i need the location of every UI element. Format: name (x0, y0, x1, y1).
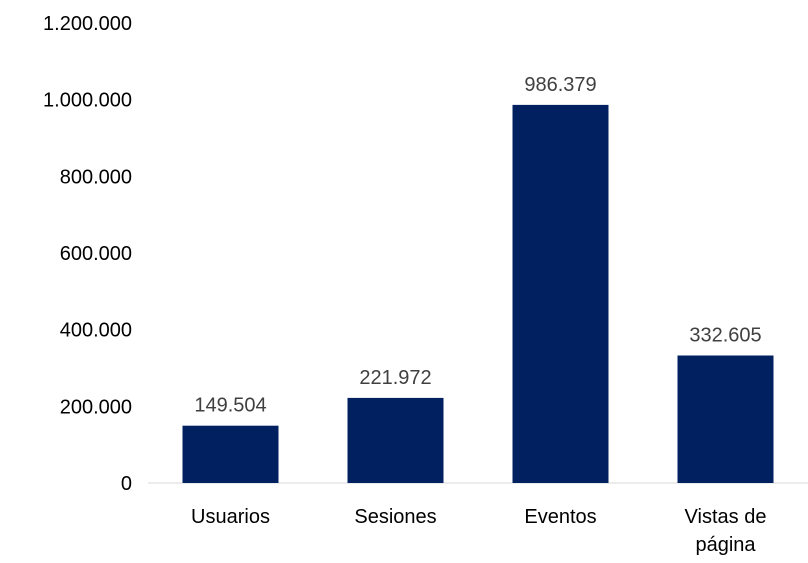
y-tick-label: 400.000 (60, 320, 132, 342)
y-tick-label: 1.200.000 (43, 13, 132, 35)
y-tick-label: 600.000 (60, 243, 132, 265)
y-tick-label: 200.000 (60, 396, 132, 418)
x-tick-label: Usuarios (191, 506, 270, 528)
y-tick-label: 800.000 (60, 166, 132, 188)
bar (182, 425, 279, 483)
data-label: 986.379 (524, 74, 596, 96)
bar (347, 397, 444, 483)
bar (512, 104, 609, 483)
y-tick-label: 0 (121, 473, 132, 495)
y-tick-label: 1.000.000 (43, 90, 132, 112)
x-tick-label: Eventos (524, 506, 596, 528)
x-tick-label: página (695, 534, 756, 556)
data-label: 149.504 (194, 395, 266, 417)
x-tick-label: Vistas de (685, 506, 767, 528)
data-label: 332.605 (689, 325, 761, 347)
x-tick-label: Sesiones (354, 506, 436, 528)
bar (677, 355, 774, 483)
data-label: 221.972 (359, 367, 431, 389)
